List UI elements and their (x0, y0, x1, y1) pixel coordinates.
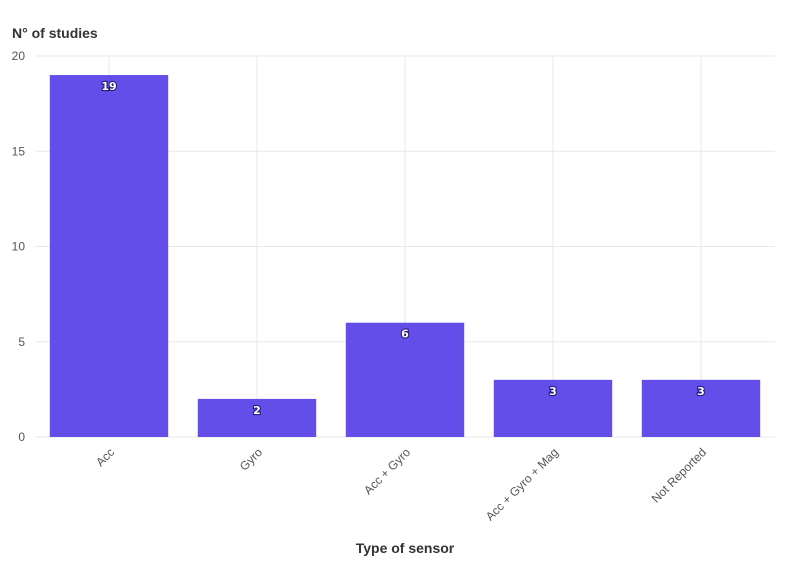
x-tick-label: Not Reported (649, 445, 709, 505)
data-label: 19 (101, 80, 116, 93)
y-tick-label: 20 (12, 49, 26, 63)
data-label: 2 (253, 404, 261, 417)
x-axis-ticks: Acc Gyro Acc + Gyro Acc + Gyro + Mag Not Rep… (93, 445, 709, 524)
x-tick-label: Gyro (237, 445, 266, 474)
bar (49, 75, 169, 438)
data-label: 3 (549, 385, 557, 398)
x-tick-label: Acc + Gyro + Mag (483, 445, 561, 523)
bar (345, 322, 465, 437)
bar (493, 379, 613, 437)
bars (49, 75, 761, 438)
y-tick-label: 0 (18, 430, 25, 444)
bar (197, 398, 317, 437)
x-tick-label: Acc (93, 445, 117, 469)
y-tick-label: 5 (18, 335, 25, 349)
x-tick-label: Acc + Gyro (361, 445, 413, 497)
data-label: 6 (401, 328, 409, 341)
data-label: 3 (697, 385, 705, 398)
y-tick-label: 10 (12, 240, 26, 254)
y-axis-title: N° of studies (12, 25, 98, 41)
x-axis-title: Type of sensor (356, 540, 455, 556)
y-tick-label: 15 (12, 144, 26, 158)
y-axis-ticks: 0 5 10 15 20 (12, 49, 26, 444)
bar (641, 379, 761, 437)
data-labels: 19 2 6 3 3 (100, 79, 706, 418)
